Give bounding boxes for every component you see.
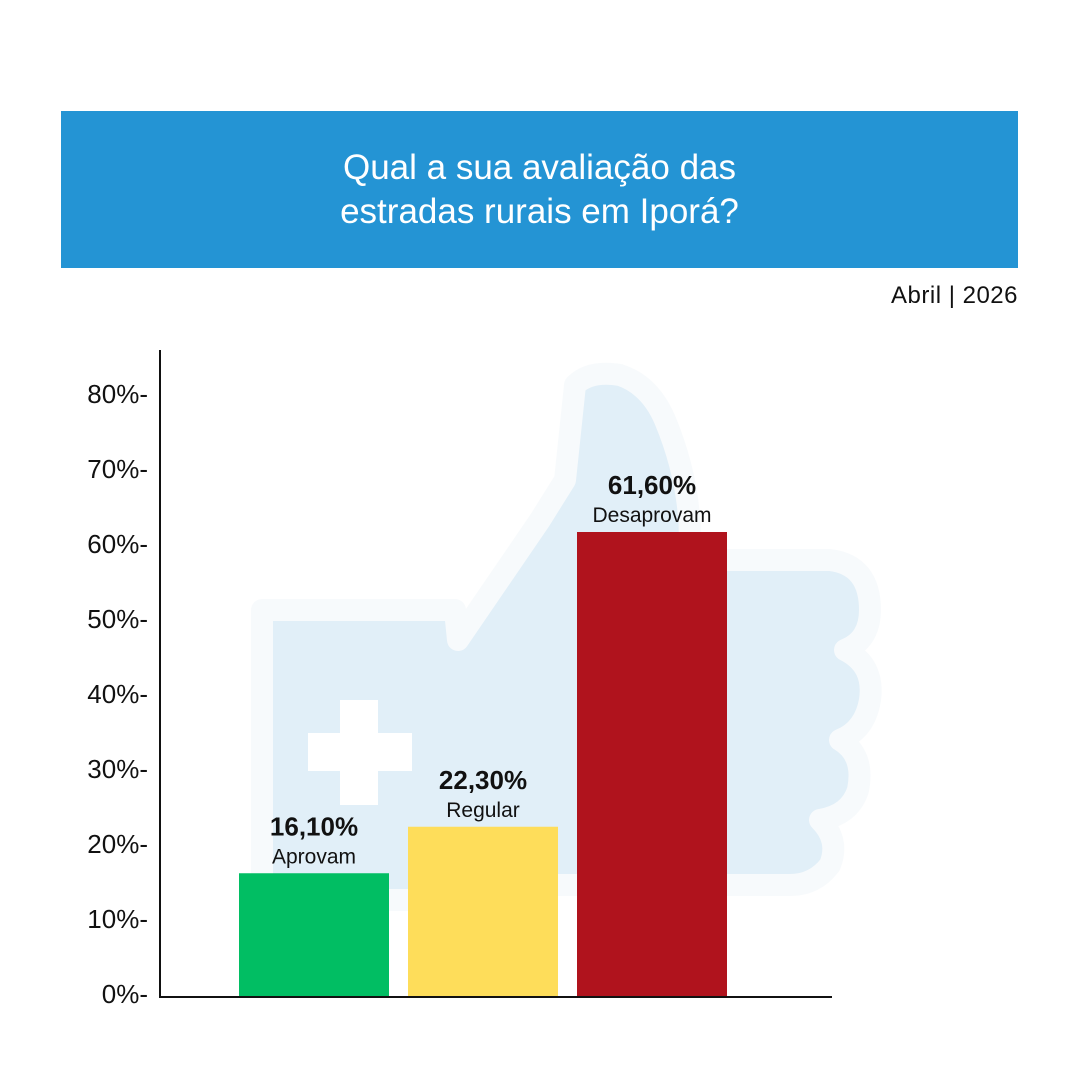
y-tick-label: 70%-	[87, 454, 148, 484]
date-label: Abril | 2026	[891, 282, 1018, 309]
bar-value-label: 61,60%	[608, 470, 696, 500]
bars: 16,10% Aprovam 22,30% Regular 61,60% Desaprov…	[239, 470, 727, 996]
chart-title-line-1: Qual a sua avaliação das	[342, 147, 737, 187]
y-tick-label: 30%-	[87, 754, 148, 784]
bar-value-label: 16,10%	[270, 811, 358, 841]
y-tick-label: 50%-	[87, 604, 148, 634]
y-axis-ticks: 0%- 10%- 20%- 30%- 40%- 50%- 60%- 70%- 80%-	[87, 379, 148, 1009]
bar-category-label: Desaprovam	[592, 504, 711, 527]
bar-desaprovam	[577, 532, 727, 996]
y-tick-label: 60%-	[87, 529, 148, 559]
bar-category-label: Aprovam	[272, 845, 356, 868]
y-tick-label: 80%-	[87, 379, 148, 409]
y-tick-label: 0%-	[102, 979, 148, 1009]
bar-aprovam	[239, 873, 389, 996]
chart-title-line-2: estradas rurais em Iporá?	[340, 191, 739, 231]
y-tick-label: 40%-	[87, 679, 148, 709]
title-banner: Qual a sua avaliação das estradas rurais…	[61, 111, 1018, 268]
bar-regular	[408, 826, 558, 996]
y-tick-label: 10%-	[87, 904, 148, 934]
y-tick-label: 20%-	[87, 829, 148, 859]
bar-value-label: 22,30%	[439, 765, 527, 795]
bar-category-label: Regular	[446, 799, 520, 822]
